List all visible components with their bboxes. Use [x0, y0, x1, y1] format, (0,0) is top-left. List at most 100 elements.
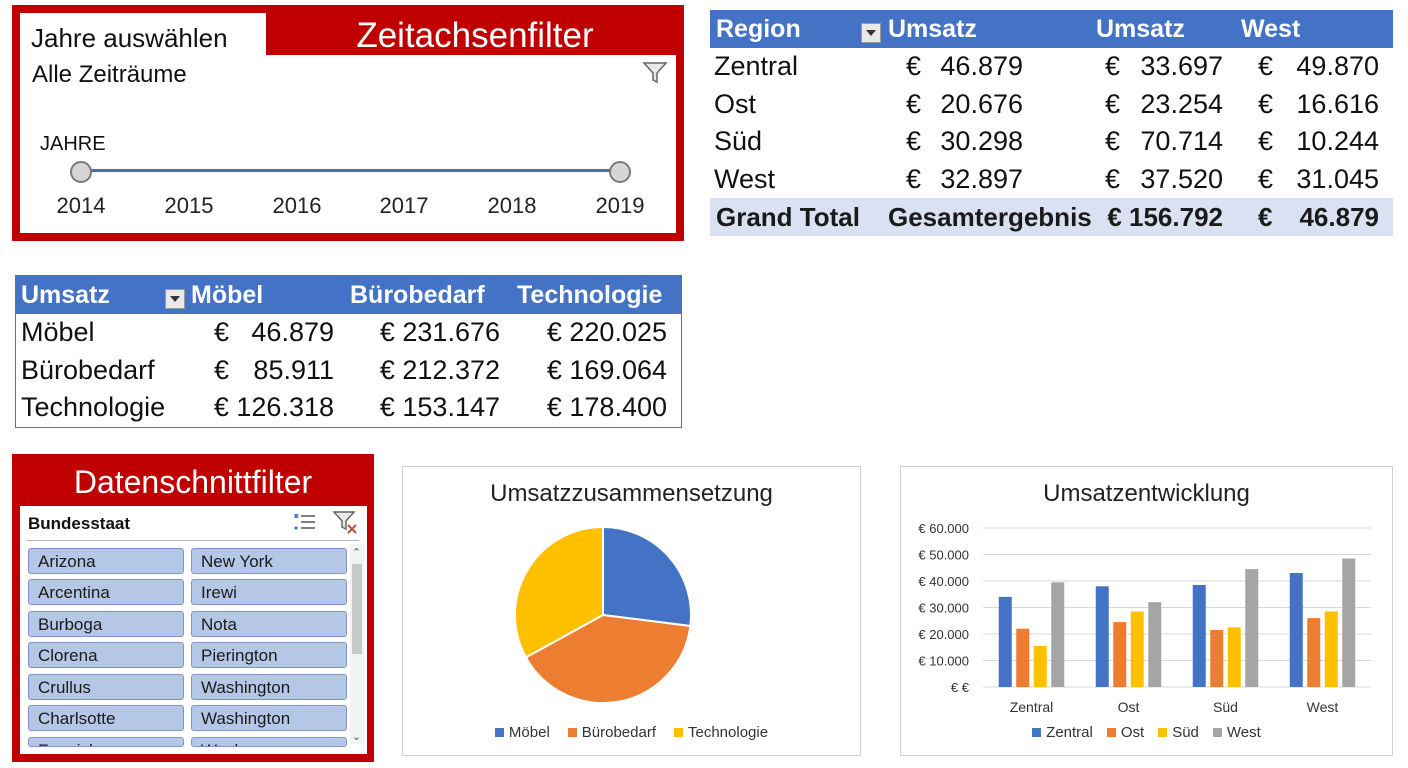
- timeline-year[interactable]: 2016: [272, 193, 322, 218]
- row-label[interactable]: West: [714, 163, 776, 194]
- currency-symbol: €: [1258, 88, 1274, 119]
- value-cell: € 126.318: [213, 392, 334, 423]
- pie-slice[interactable]: [524, 613, 692, 704]
- slicer-item-partial[interactable]: Washn: [191, 737, 347, 747]
- slicer-item[interactable]: Clorena: [28, 642, 184, 668]
- slicer-filter: Datenschnittfilter Bundesstaat ≡ Arizona…: [12, 454, 374, 762]
- bar[interactable]: [1210, 630, 1224, 687]
- pie-chart: [514, 525, 692, 704]
- value-cell: € 178.400: [546, 392, 667, 423]
- table-row: Süd € 30.298 € 70.714 € 10.244: [710, 123, 1393, 161]
- timeline-range-track[interactable]: [82, 169, 620, 172]
- scroll-down-icon[interactable]: ⌄: [352, 731, 362, 743]
- slicer-scrollbar[interactable]: ⌃ ⌄: [350, 544, 364, 744]
- value-cell: 30.298: [940, 126, 1023, 157]
- pivot-header-row: Umsatz Möbel Bürobedarf Technologie: [16, 276, 681, 314]
- slicer-item[interactable]: Arizona: [28, 548, 184, 574]
- table-row: Technologie € 126.318 € 153.147 € 178.40…: [16, 389, 681, 427]
- clear-filter-funnel-icon[interactable]: [642, 60, 668, 86]
- slicer-item[interactable]: Crullus: [28, 674, 184, 700]
- slicer-title: Datenschnittfilter: [73, 464, 313, 500]
- timeline-end-handle[interactable]: [609, 161, 631, 183]
- currency-symbol: €: [1105, 163, 1121, 194]
- legend-swatch: [674, 728, 683, 737]
- chart-title: Umsatzentwicklung: [1043, 480, 1250, 507]
- bar[interactable]: [1192, 584, 1206, 687]
- currency-symbol: €: [1258, 201, 1273, 232]
- bar-chart-panel: Umsatzentwicklung € € € 10.000 € 20.000 € 3…: [900, 466, 1393, 756]
- slicer-item[interactable]: Pierington: [191, 642, 347, 668]
- clear-filter-icon[interactable]: [332, 509, 358, 535]
- bar[interactable]: [1148, 602, 1162, 687]
- timeline-year[interactable]: 2017: [379, 193, 429, 218]
- pie-slice[interactable]: [514, 525, 604, 659]
- bar[interactable]: [1130, 611, 1144, 687]
- value-cell: 37.520: [1140, 163, 1223, 194]
- legend-item: Zentral: [1032, 724, 1093, 741]
- legend-label: Technologie: [688, 724, 769, 741]
- timeline-year[interactable]: 2014: [56, 193, 106, 218]
- value-cell: 49.870: [1296, 51, 1379, 82]
- scroll-up-icon[interactable]: ⌃: [352, 547, 362, 559]
- bar[interactable]: [1342, 558, 1356, 687]
- pie-slice[interactable]: [602, 525, 692, 628]
- slicer-item-partial[interactable]: Fennick: [28, 737, 184, 747]
- bar[interactable]: [1289, 573, 1303, 687]
- bar[interactable]: [998, 596, 1012, 687]
- slicer-item[interactable]: Arcentina: [28, 579, 184, 605]
- slicer-item[interactable]: Charlsotte: [28, 705, 184, 731]
- filter-dropdown-icon[interactable]: [165, 289, 185, 309]
- filter-dropdown-icon[interactable]: [861, 23, 881, 43]
- timeline-level-label[interactable]: JAHRE: [40, 133, 106, 155]
- legend-swatch: [494, 728, 504, 737]
- timeline-year[interactable]: 2019: [595, 193, 645, 218]
- value-cell: € 220.025: [546, 317, 667, 348]
- slicer-item[interactable]: Washington: [191, 705, 347, 731]
- legend-item: Möbel: [494, 724, 550, 741]
- legend-label: Süd: [1172, 724, 1199, 741]
- bar[interactable]: [1227, 627, 1241, 687]
- pivot-header-region: Region: [716, 14, 801, 43]
- bar[interactable]: [1307, 618, 1321, 687]
- bar[interactable]: [1245, 569, 1259, 687]
- slicer-item[interactable]: New York: [191, 548, 347, 574]
- bar[interactable]: [1016, 628, 1030, 687]
- legend-label: West: [1226, 724, 1261, 741]
- value-cell: 70.714: [1140, 126, 1223, 157]
- legend-label: Möbel: [508, 724, 550, 741]
- pivot-header-col3: Technologie: [517, 280, 663, 309]
- timeline-year[interactable]: 2018: [487, 193, 537, 218]
- legend-label: Bürobedarf: [581, 724, 656, 741]
- pie-legend: Möbel Bürobedarf Technologie: [403, 724, 860, 741]
- row-label[interactable]: Ost: [714, 88, 757, 119]
- slicer-item[interactable]: Burboga: [28, 611, 184, 637]
- bar[interactable]: [1324, 611, 1338, 687]
- bar[interactable]: [1051, 582, 1065, 687]
- slicer-item[interactable]: Nota: [191, 611, 347, 637]
- slicer-item[interactable]: Washington: [191, 674, 347, 700]
- row-label[interactable]: Bürobedarf: [21, 354, 155, 385]
- legend-swatch: [1106, 728, 1116, 737]
- row-label[interactable]: Technologie: [21, 392, 166, 423]
- timeline-start-handle[interactable]: [70, 161, 92, 183]
- row-label[interactable]: Zentral: [714, 51, 799, 82]
- scrollbar-thumb[interactable]: [352, 564, 362, 654]
- bar[interactable]: [1033, 645, 1047, 687]
- x-tick-label: Zentral: [1010, 699, 1054, 715]
- timeline-year[interactable]: 2015: [164, 193, 214, 218]
- row-label[interactable]: Süd: [714, 126, 763, 157]
- pivot-header-umsatz: Umsatz: [21, 280, 110, 309]
- row-label[interactable]: Möbel: [21, 317, 95, 348]
- bar[interactable]: [1095, 586, 1109, 687]
- x-tick-label: West: [1307, 699, 1339, 715]
- value-cell: € 212.372: [379, 354, 500, 385]
- bar[interactable]: [1113, 622, 1127, 687]
- multi-select-icon[interactable]: ≡: [292, 510, 318, 534]
- legend-swatch: [1158, 728, 1168, 737]
- table-row: West € 32.897 € 37.520 € 31.045: [710, 161, 1393, 199]
- grand-total-label: Grand Total: [716, 201, 860, 232]
- timeline-tab: Jahre auswählen: [20, 13, 266, 59]
- legend-item: Technologie: [674, 724, 768, 741]
- slicer-item[interactable]: Irewi: [191, 579, 347, 605]
- legend-label: Ost: [1120, 724, 1145, 741]
